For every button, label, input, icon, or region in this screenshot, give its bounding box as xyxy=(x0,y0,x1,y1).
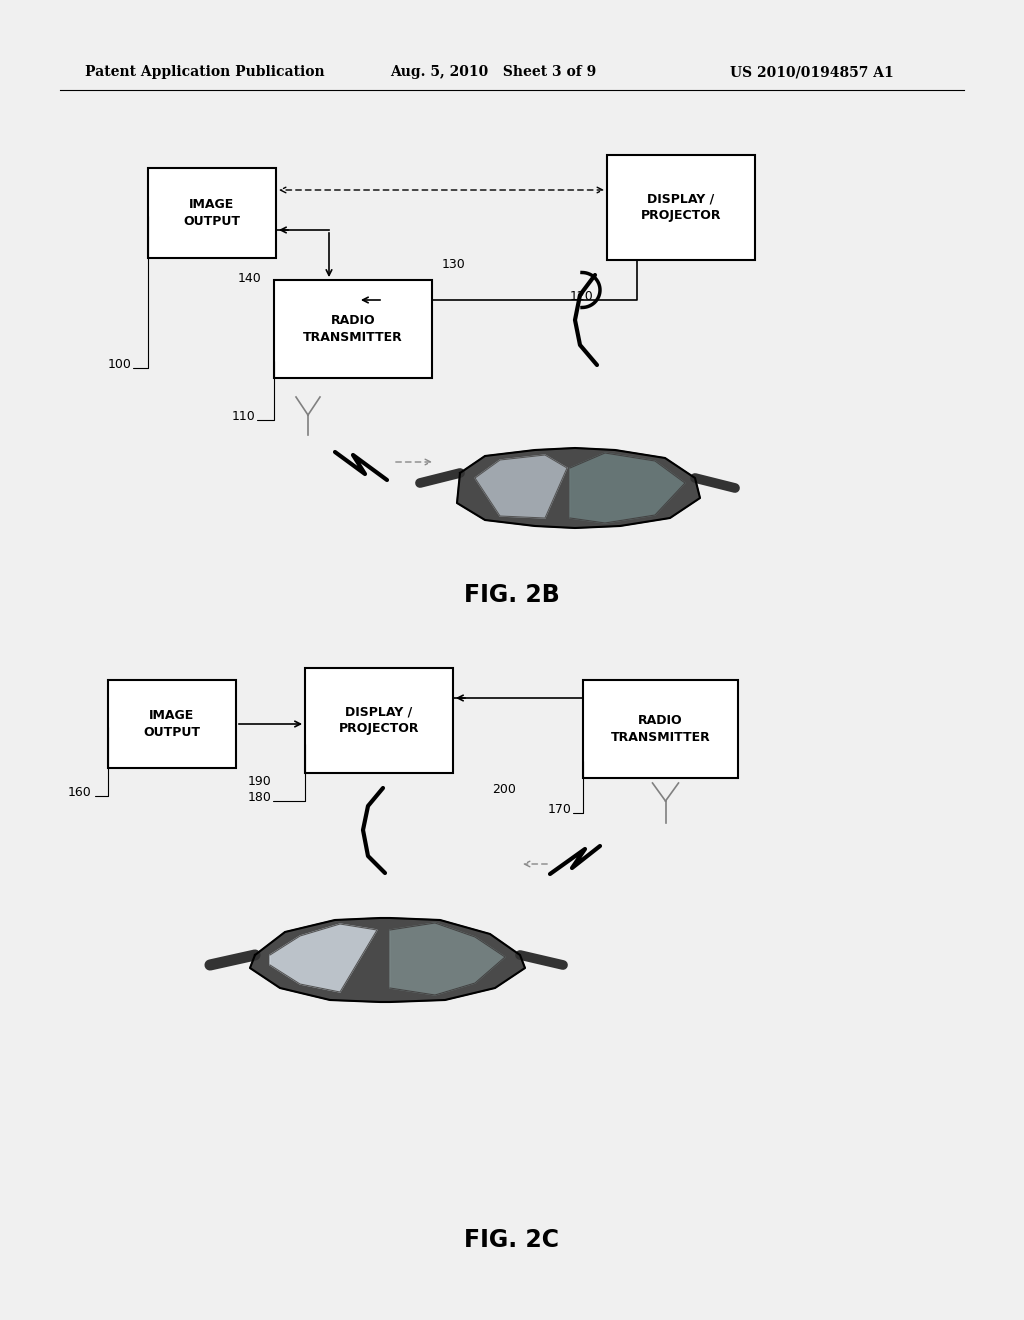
Text: 180: 180 xyxy=(248,791,272,804)
Bar xyxy=(607,154,755,260)
Text: 130: 130 xyxy=(442,257,466,271)
Text: 170: 170 xyxy=(548,803,571,816)
Text: FIG. 2B: FIG. 2B xyxy=(464,583,560,607)
Text: 120: 120 xyxy=(570,290,594,304)
Polygon shape xyxy=(475,455,567,517)
Text: Aug. 5, 2010   Sheet 3 of 9: Aug. 5, 2010 Sheet 3 of 9 xyxy=(390,65,596,79)
Text: IMAGE
OUTPUT: IMAGE OUTPUT xyxy=(143,709,201,739)
Text: DISPLAY /
PROJECTOR: DISPLAY / PROJECTOR xyxy=(641,193,721,222)
Bar xyxy=(148,168,276,257)
Bar xyxy=(108,680,236,768)
Text: FIG. 2C: FIG. 2C xyxy=(465,1228,559,1251)
Text: 200: 200 xyxy=(492,783,516,796)
Bar xyxy=(274,280,432,378)
Text: US 2010/0194857 A1: US 2010/0194857 A1 xyxy=(730,65,894,79)
Polygon shape xyxy=(270,924,377,993)
Polygon shape xyxy=(390,923,505,995)
Bar xyxy=(305,668,453,774)
Text: 140: 140 xyxy=(238,272,262,285)
Text: IMAGE
OUTPUT: IMAGE OUTPUT xyxy=(183,198,241,228)
Polygon shape xyxy=(570,453,685,523)
Text: 190: 190 xyxy=(248,775,271,788)
Text: 160: 160 xyxy=(68,785,92,799)
Text: RADIO
TRANSMITTER: RADIO TRANSMITTER xyxy=(303,314,402,343)
Text: 100: 100 xyxy=(108,358,132,371)
Text: RADIO
TRANSMITTER: RADIO TRANSMITTER xyxy=(610,714,711,743)
Bar xyxy=(583,680,738,777)
Polygon shape xyxy=(250,917,525,1002)
Text: Patent Application Publication: Patent Application Publication xyxy=(85,65,325,79)
Polygon shape xyxy=(457,447,700,528)
Text: 110: 110 xyxy=(232,411,256,422)
Text: DISPLAY /
PROJECTOR: DISPLAY / PROJECTOR xyxy=(339,706,419,735)
